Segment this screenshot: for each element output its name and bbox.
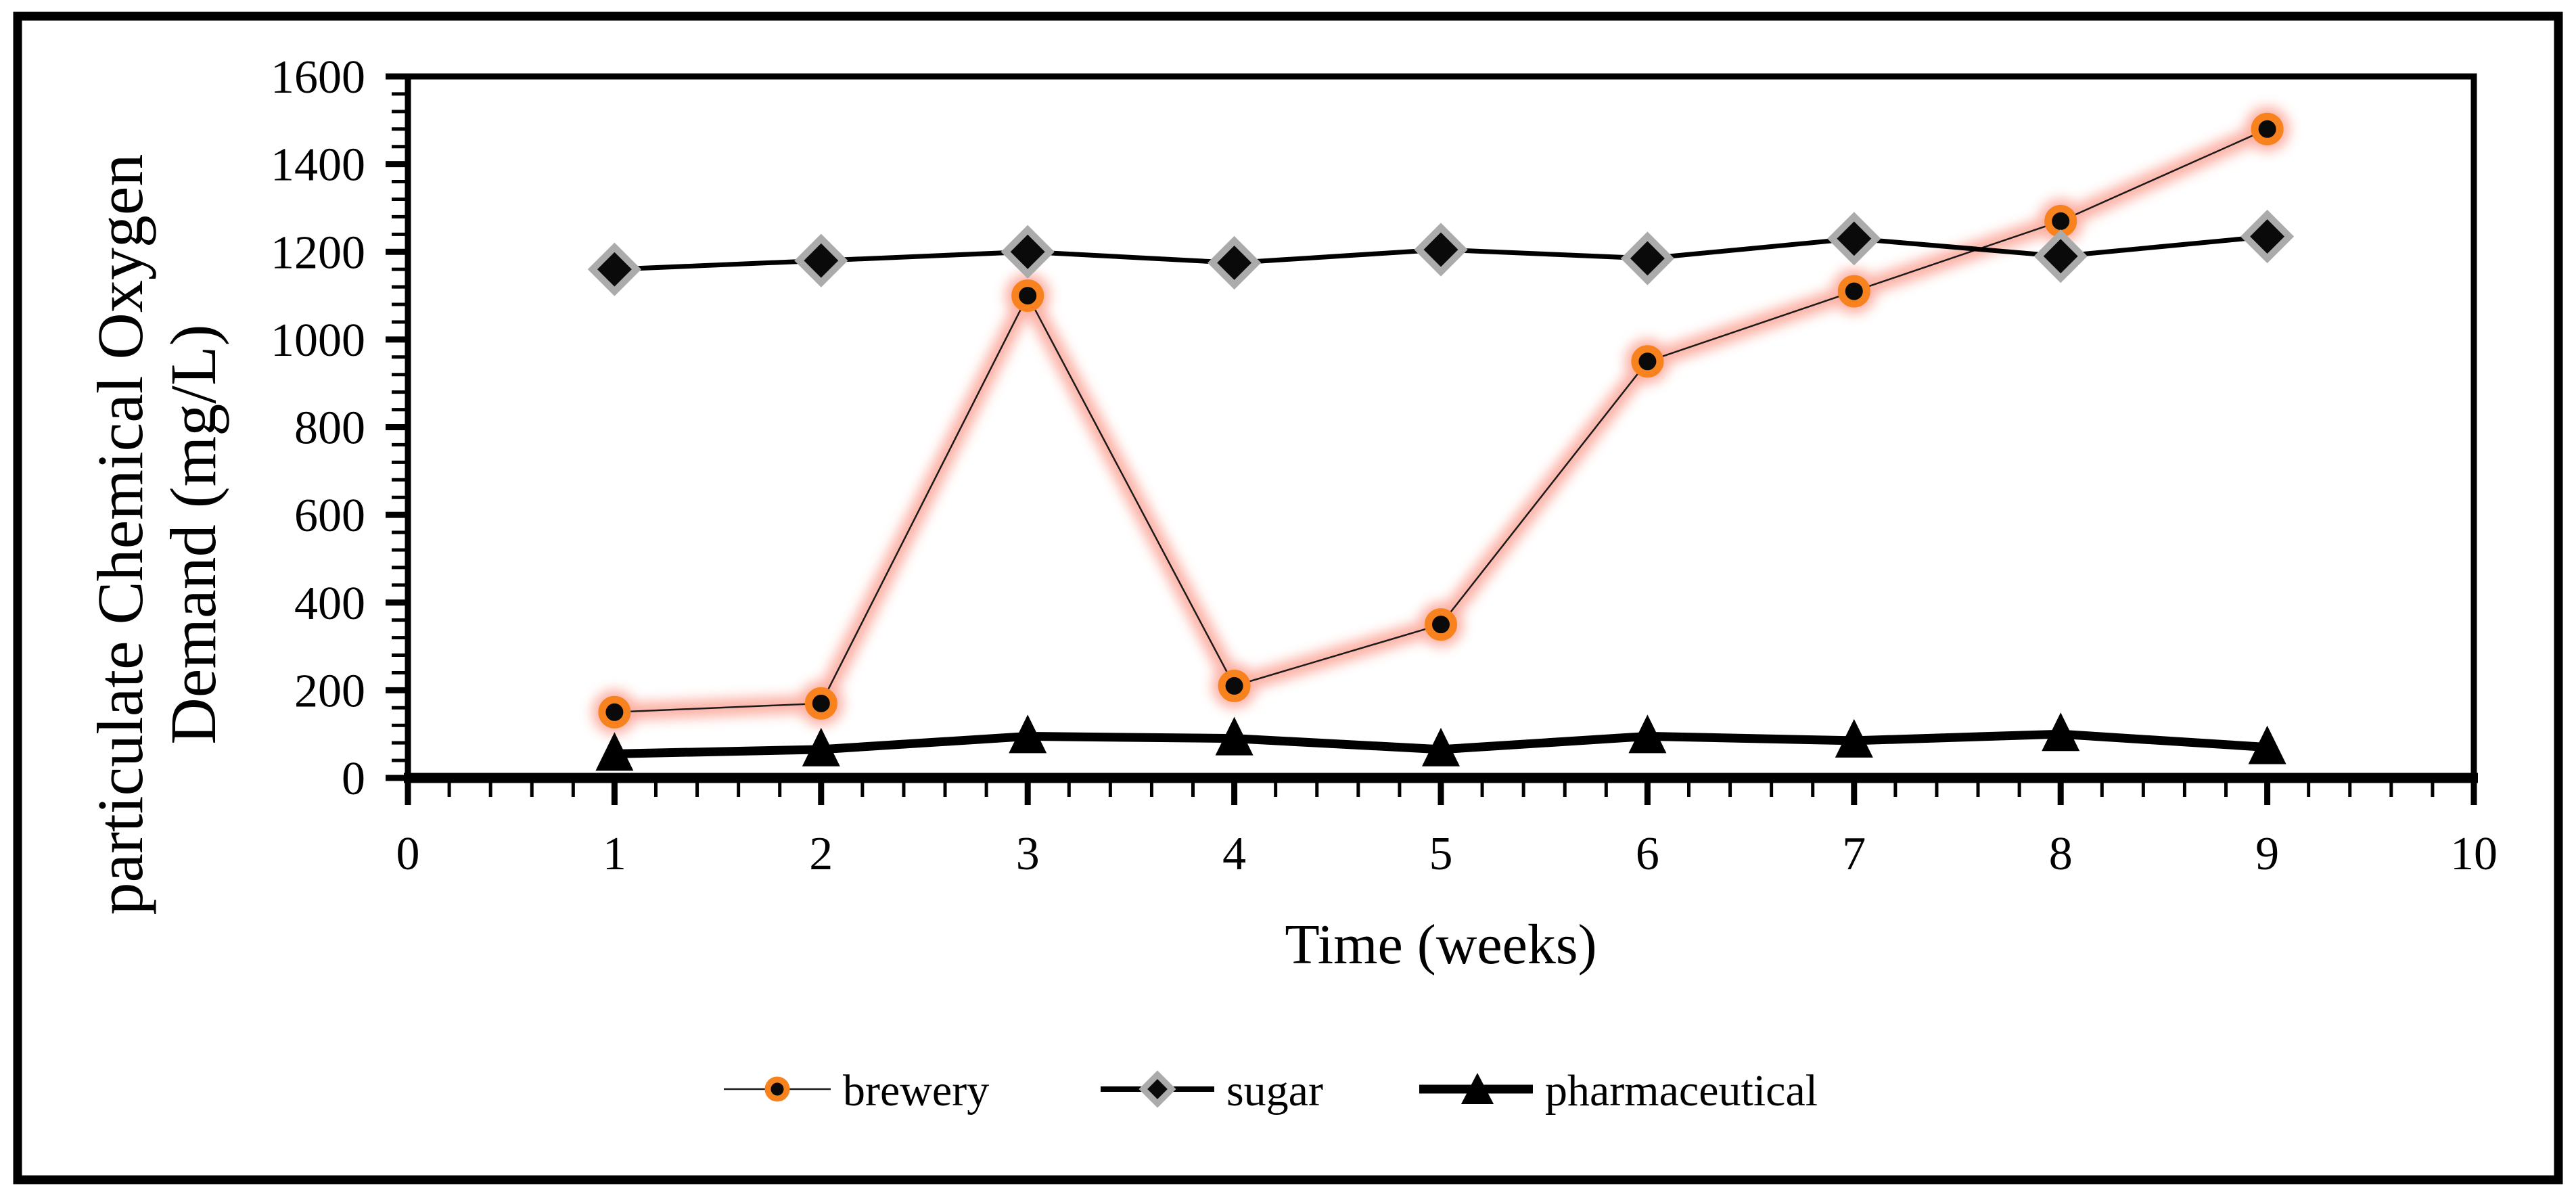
x-tick-label: 5 xyxy=(1429,828,1453,880)
legend-item-pharmaceutical: pharmaceutical xyxy=(1419,1066,1818,1116)
legend-label-brewery: brewery xyxy=(843,1066,989,1116)
axes: 0 200 400 600 800 1000 1200 1400 1600 0 1 2 3 4 5 6 7 8 9 1… xyxy=(271,51,2498,880)
y-axis-title-line1: particulate Chemical Oxygen xyxy=(84,154,156,915)
pharmaceutical-marker xyxy=(2042,712,2080,752)
y-tick-label: 1400 xyxy=(271,139,365,191)
sugar-marker xyxy=(1208,235,1262,290)
sugar-marker xyxy=(1414,223,1468,277)
sugar-marker xyxy=(587,242,641,296)
x-tick-label: 9 xyxy=(2255,828,2279,880)
pharmaceutical-legend-marker-icon xyxy=(1461,1073,1494,1104)
sugar-marker xyxy=(794,233,848,288)
y-tick-label: 200 xyxy=(294,665,365,717)
pharmaceutical-marker xyxy=(1009,714,1047,754)
x-tick-label: 7 xyxy=(1842,828,1866,880)
sugar-legend-marker-icon xyxy=(1138,1070,1176,1108)
legend-item-sugar: sugar xyxy=(1101,1066,1323,1116)
x-tick-label: 8 xyxy=(2049,828,2073,880)
y-tick-label: 1200 xyxy=(271,227,365,279)
brewery-marker xyxy=(804,687,837,720)
x-tick-label: 2 xyxy=(809,828,833,880)
x-tick-label: 10 xyxy=(2450,828,2498,880)
x-tick-label: 1 xyxy=(603,828,626,880)
legend-label-sugar: sugar xyxy=(1226,1066,1323,1116)
y-tick-label: 1600 xyxy=(271,51,365,104)
sugar-marker xyxy=(1001,225,1055,279)
brewery-marker xyxy=(2251,112,2284,145)
x-tick-label: 6 xyxy=(1636,828,1659,880)
series-root xyxy=(587,106,2295,771)
brewery-marker xyxy=(1837,275,1870,308)
series-brewery xyxy=(592,106,2290,735)
brewery-marker xyxy=(1011,279,1044,313)
x-tick-label: 4 xyxy=(1222,828,1246,880)
x-tick-label: 0 xyxy=(396,828,420,880)
brewery-legend-marker-icon xyxy=(764,1076,790,1102)
pharmaceutical-marker xyxy=(1835,718,1873,758)
brewery-marker xyxy=(598,695,631,729)
y-tick-label: 800 xyxy=(294,402,365,455)
pharmaceutical-marker xyxy=(595,732,634,771)
y-tick-label: 600 xyxy=(294,490,365,542)
y-axis-title-line2: Demand (mg/L) xyxy=(157,324,229,744)
x-axis-title: Time (weeks) xyxy=(1285,913,1596,976)
legend-label-pharmaceutical: pharmaceutical xyxy=(1545,1066,1818,1116)
series-sugar xyxy=(587,209,2295,296)
pharmaceutical-marker xyxy=(2248,725,2286,764)
brewery-marker xyxy=(1631,345,1664,378)
legend: brewery sugar pharmaceutical xyxy=(724,1066,1818,1116)
brewery-marker xyxy=(1218,669,1251,702)
sugar-marker xyxy=(2240,209,2295,264)
pharmaceutical-marker xyxy=(1215,716,1254,756)
brewery-marker xyxy=(1425,608,1457,641)
y-tick-label: 1000 xyxy=(271,315,365,367)
y-tick-label: 0 xyxy=(342,753,365,805)
pharmaceutical-marker xyxy=(1628,714,1667,754)
x-tick-label: 3 xyxy=(1016,828,1040,880)
legend-item-brewery: brewery xyxy=(724,1066,989,1116)
pharmaceutical-marker xyxy=(802,727,840,766)
sugar-marker xyxy=(1827,212,1881,266)
sugar-marker xyxy=(2033,229,2088,283)
y-tick-label: 400 xyxy=(294,578,365,630)
figure-border xyxy=(13,12,2563,1184)
pharmaceutical-marker xyxy=(1422,727,1460,766)
sugar-marker xyxy=(1620,231,1674,285)
series-pharmaceutical xyxy=(595,712,2286,771)
